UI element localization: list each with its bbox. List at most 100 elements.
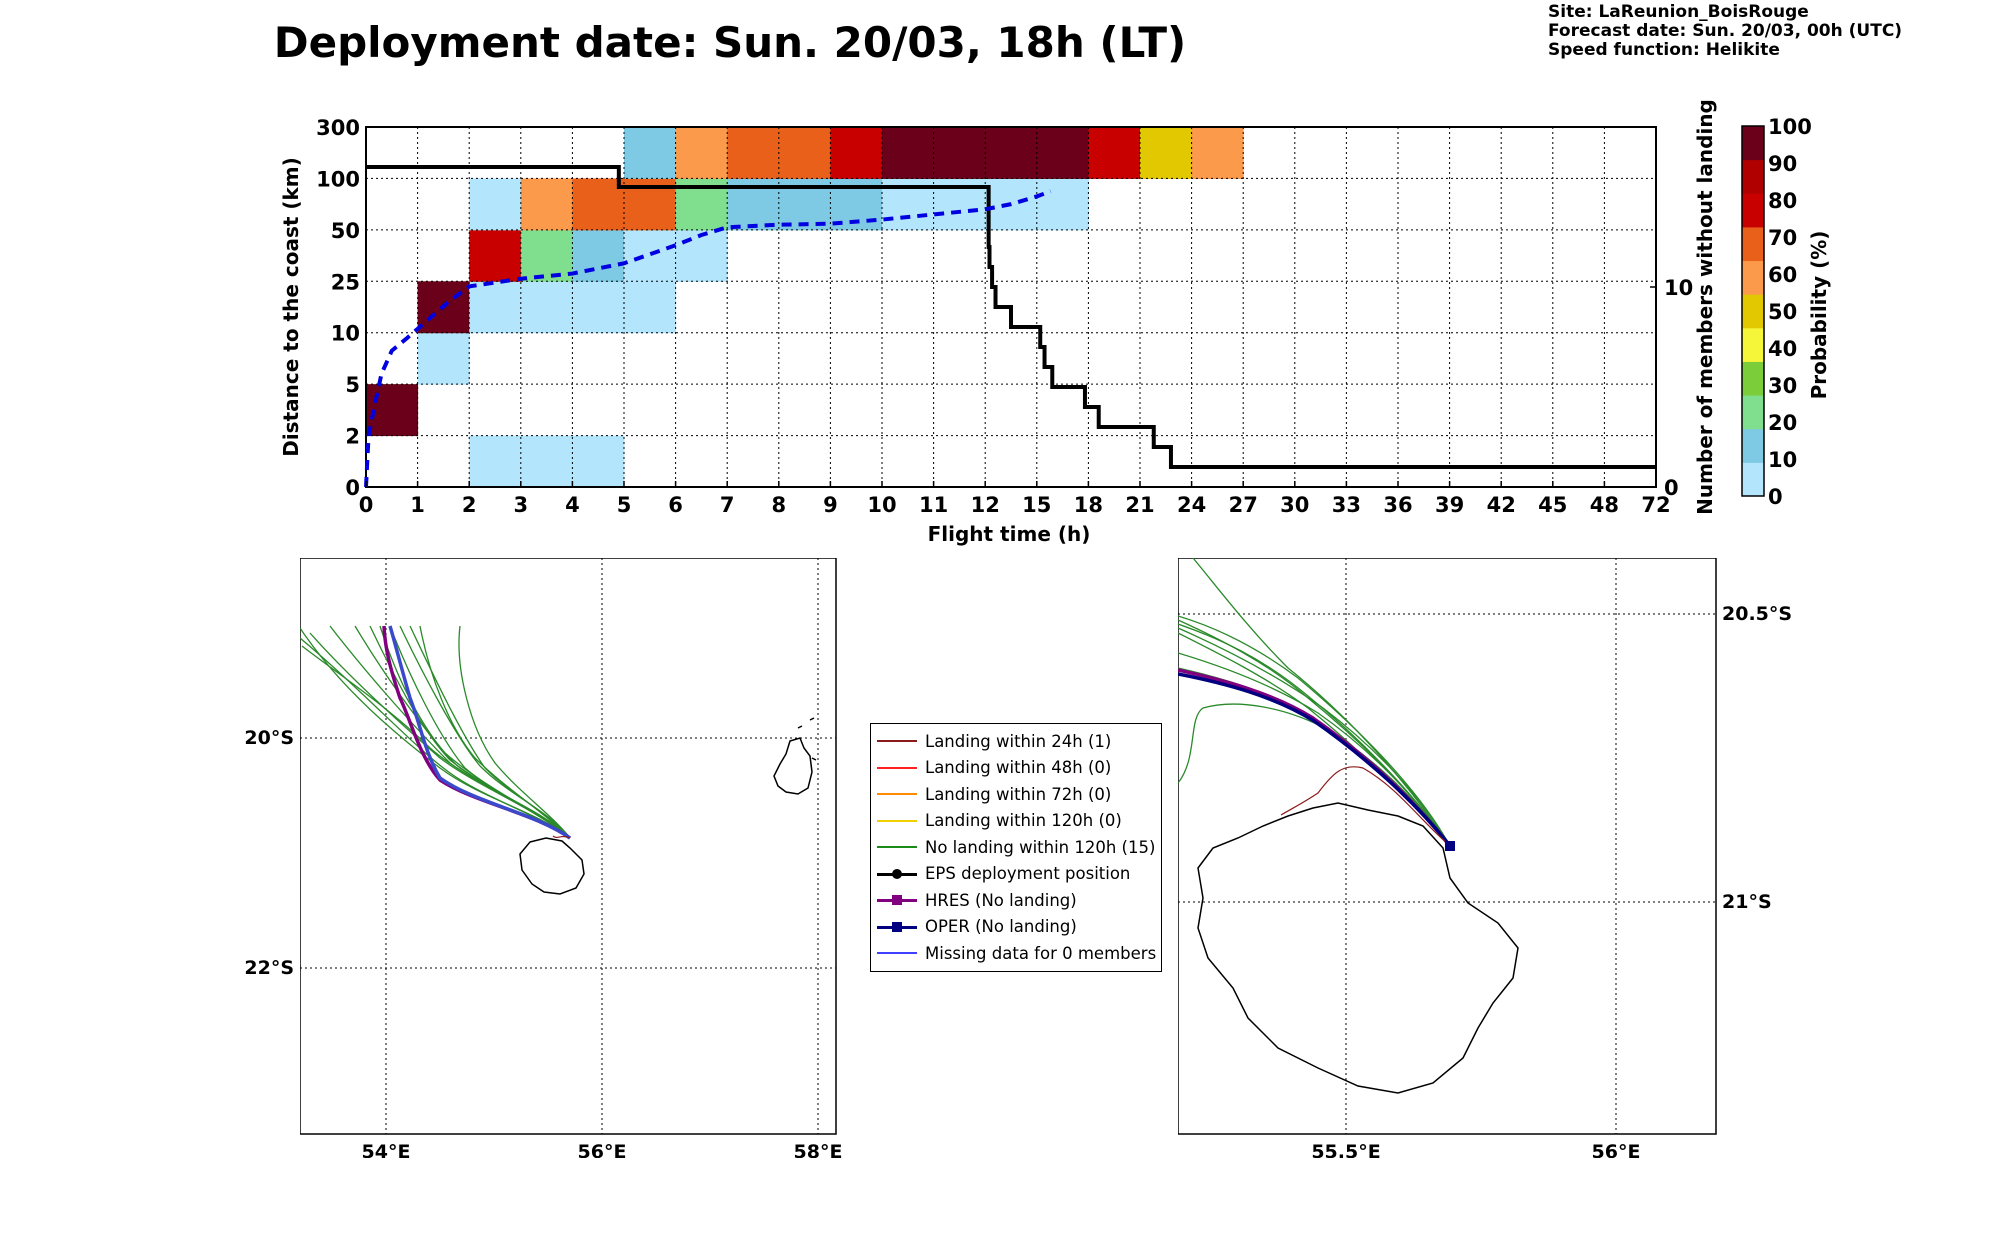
heatmap-cell [624,281,677,334]
heatmap-cell [520,229,573,282]
colorbar-tick: 0 [1768,485,1783,509]
colorbar-segment [1742,260,1764,295]
map-right-ytick: 20.5°S [1722,603,1792,625]
x-tick-label: 39 [1435,493,1464,517]
speed-function: Speed function: Helikite [1548,40,1780,60]
legend-swatch [877,840,917,854]
x-axis-ticks: 0 1 2 3 4 5 6 7 8 9 10 11 12 15 18 21 24 27 30 33 36 39 42 45 48… [359,481,1671,517]
legend-swatch [877,761,917,775]
y-tick-label: 25 [331,270,360,294]
heatmap-cell [1140,127,1193,179]
x-tick-label: 21 [1125,493,1154,517]
colorbar-tick: 60 [1768,263,1797,287]
heatmap-cell [469,435,522,488]
heatmap-cell [624,127,677,179]
x-tick-label: 30 [1280,493,1309,517]
oper-track-zoom [1178,672,1452,848]
legend-item: Landing within 48h (0) [871,755,1161,782]
map-left-xtick: 56°E [578,1141,627,1158]
heatmap-frame [365,126,1657,488]
mauritius-islets [797,717,817,761]
x-tick-label: 6 [668,493,683,517]
colorbar-label: Probability (%) [1807,231,1831,400]
members-without-landing-line [366,165,1656,469]
x-tick-label: 36 [1383,493,1412,517]
legend-label: EPS deployment position [925,864,1131,884]
forecast-date: Forecast date: Sun. 20/03, 00h (UTC) [1548,21,1903,41]
heatmap-cell [520,281,573,334]
legend-item: Landing within 24h (1) [871,728,1161,755]
colorbar: 0 10 20 30 40 50 60 70 80 90 100 Probability (%) [1741,115,1831,509]
legend-label: Landing within 72h (0) [925,784,1112,804]
colorbar-segment [1742,159,1764,194]
map-left: 54°E 56°E 58°E [300,558,842,1158]
legend-label: No landing within 120h (15) [925,837,1156,857]
colorbar-segment [1742,193,1764,228]
heatmap-cell [1088,127,1141,179]
colorbar-segment [1742,327,1764,362]
map-right-xtick: 55.5°E [1311,1141,1380,1158]
heatmap-chart: 0 1 2 3 4 5 6 7 8 9 10 11 12 15 18 21 24 27 30 33 36 39 42 45 48… [279,99,1717,546]
colorbar-segment [1742,294,1764,329]
heatmap-cell [985,127,1038,179]
y-tick-label: 50 [331,219,360,243]
heatmap-cell [417,332,470,385]
legend-item: EPS deployment position [871,861,1161,888]
colorbar-tick: 40 [1768,337,1797,361]
reunion-island-zoom [1197,802,1519,1094]
heatmap-cell [572,229,625,282]
colorbar-tick: 20 [1768,411,1797,435]
y-tick-label: 100 [316,167,360,191]
legend-label: Missing data for 0 members [925,943,1157,963]
legend-label: HRES (No landing) [925,890,1077,910]
x-tick-label: 72 [1641,493,1670,517]
colorbar-tick: 80 [1768,189,1797,213]
x-tick-label: 2 [462,493,477,517]
heatmap-cell [469,281,522,334]
legend-swatch [877,787,917,801]
heatmap-cell [1036,127,1089,179]
y-tick-label: 10 [331,322,360,346]
site-name: Site: LaReunion_BoisRouge [1548,2,1809,22]
y-tick-label: 5 [345,373,360,397]
x-tick-label: 8 [771,493,786,517]
legend-label: Landing within 24h (1) [925,731,1112,751]
legend-item: HRES (No landing) [871,887,1161,914]
heatmap-cell [830,127,883,179]
y-tick-label: 2 [345,425,360,449]
legend-swatch [877,734,917,748]
y2-axis-ticks: 0 10 [1650,276,1693,500]
map-left-ytick: 22°S [244,957,294,979]
heatmap-cell [520,435,573,488]
x-tick-label: 12 [971,493,1000,517]
colorbar-segment [1742,395,1764,430]
colorbar-segment [1742,361,1764,396]
legend-item: No landing within 120h (15) [871,834,1161,861]
y2-tick-label: 0 [1664,476,1679,500]
heatmap-cell [469,178,522,231]
legend-item: Landing within 120h (0) [871,808,1161,835]
colorbar-tick: 100 [1768,115,1812,139]
x-tick-label: 15 [1022,493,1051,517]
x-tick-label: 3 [513,493,528,517]
heatmap-cell [572,178,625,231]
colorbar-segment [1742,226,1764,262]
map-right: 55.5°E 56°E [1178,558,1717,1158]
y2-axis-label: Number of members without landing [1693,99,1717,515]
x-tick-label: 42 [1487,493,1516,517]
y-tick-label: 0 [345,476,360,500]
x-tick-label: 4 [565,493,580,517]
colorbar-tick: 50 [1768,300,1797,324]
colorbar-tick: 90 [1768,152,1797,176]
x-tick-label: 45 [1538,493,1567,517]
y-axis-label: Distance to the coast (km) [279,157,303,457]
map-left-ytick: 20°S [244,727,294,749]
landing-track [552,835,571,839]
x-tick-label: 9 [823,493,838,517]
heatmap-cell [675,229,728,282]
heatmap-cell [469,229,522,282]
x-tick-label: 5 [617,493,632,517]
map-left-xtick: 54°E [362,1141,411,1158]
colorbar-segment [1742,428,1764,463]
